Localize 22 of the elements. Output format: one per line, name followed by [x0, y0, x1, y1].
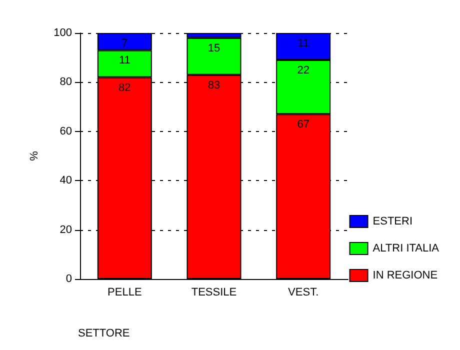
x-tick-label: TESSILE — [191, 286, 237, 298]
data-label: 67 — [297, 118, 310, 131]
data-label: 82 — [118, 82, 131, 94]
x-tick-label: PELLE — [108, 286, 142, 298]
data-label: 11 — [118, 54, 130, 67]
legend-label: ALTRI ITALIA — [372, 242, 440, 254]
x-tick-label: VEST. — [288, 286, 319, 298]
data-label: 83 — [208, 79, 220, 92]
y-tick-label: 100 — [54, 27, 72, 39]
data-label: 15 — [208, 42, 220, 54]
y-tick-label: 80 — [60, 76, 72, 88]
legend-label: IN REGIONE — [372, 270, 438, 282]
y-tick-label: 60 — [60, 125, 72, 138]
x-axis-title: SETTORE — [78, 328, 130, 340]
y-axis-title: % — [28, 150, 40, 161]
y-tick-label: 0 — [66, 273, 72, 285]
y-tick-label: 20 — [60, 224, 72, 236]
y-tick-label: 40 — [60, 174, 72, 187]
legend-label: ESTERI — [372, 216, 413, 228]
data-label: 7 — [122, 38, 128, 50]
data-label: 22 — [297, 64, 310, 77]
data-label: 11 — [298, 38, 310, 50]
